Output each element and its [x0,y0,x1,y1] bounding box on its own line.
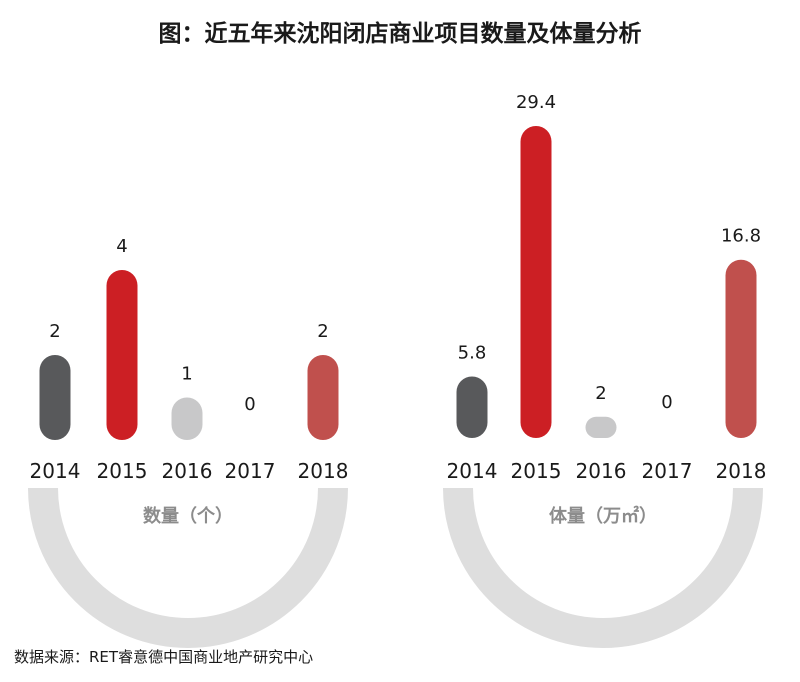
decorative-arc [28,487,348,648]
bar-2014 [39,355,71,440]
category-label: 2016 [162,459,213,483]
category-label: 2015 [97,459,148,483]
value-label: 0 [661,392,672,413]
category-label: 2018 [298,459,349,483]
category-label: 2014 [447,459,498,483]
bar-2014 [456,376,488,438]
category-label: 2014 [30,459,81,483]
value-label: 16.8 [721,226,761,247]
category-label: 2015 [511,459,562,483]
decorative-arc [443,487,763,648]
category-label: 2016 [576,459,627,483]
bar-2018 [725,259,757,438]
source-note: 数据来源：RET睿意德中国商业地产研究中心 [14,648,314,666]
category-label: 2017 [642,459,693,483]
value-label: 0 [244,394,255,415]
bar-2016 [585,416,617,438]
value-label: 4 [116,236,127,257]
chart-panel-2: 体量（万㎡） 5.8 2014 29.4 2015 2 2016 0 2017 16.8 2018 [443,92,767,648]
value-label: 5.8 [458,342,487,363]
bar-2015 [106,270,138,440]
chart-title: 图：近五年来沈阳闭店商业项目数量及体量分析 [158,21,642,47]
value-label: 2 [317,321,328,342]
value-label: 29.4 [516,92,556,113]
category-label: 2017 [225,459,276,483]
value-label: 1 [181,364,192,385]
chart-subtitle: 数量（个） [143,505,233,527]
category-label: 2018 [716,459,767,483]
chart-panel-1: 数量（个） 2 2014 4 2015 1 2016 0 2017 2 2018 [28,236,349,648]
value-label: 2 [49,321,60,342]
bar-2016 [171,397,203,440]
bar-2018 [307,355,339,440]
value-label: 2 [595,383,606,404]
chart-subtitle: 体量（万㎡） [549,505,657,527]
bar-2015 [520,126,552,438]
